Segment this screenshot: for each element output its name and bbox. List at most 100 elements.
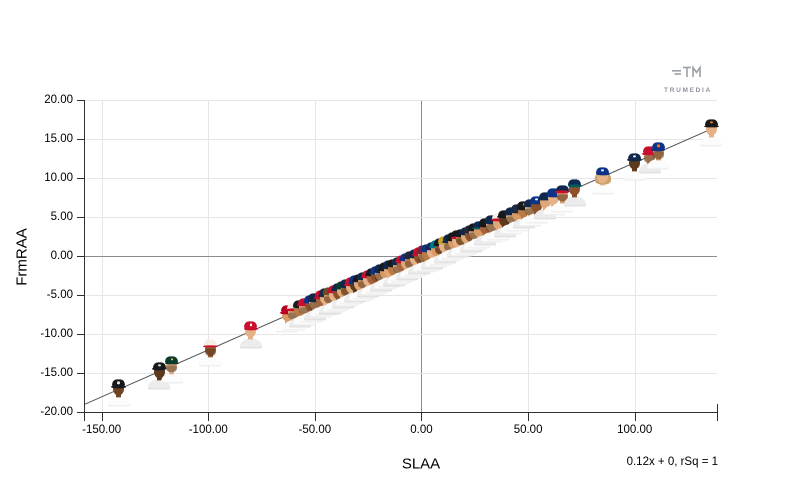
player-cap-brim [243,327,259,331]
player-cap-brim [595,172,610,176]
player-cap-brim [523,204,538,208]
player-cap-logo [157,363,161,367]
player-jersey [623,170,646,181]
x-tick-mark [421,413,423,421]
player-cap [538,192,552,200]
x-tick-label: 0.00 [410,424,433,436]
player-cap-brim [529,201,544,205]
player-face [524,201,536,215]
player-cap-logo [710,121,713,124]
player-cap-brim [471,227,487,230]
player-beard [418,254,430,263]
player-face [556,187,568,201]
y-tick-label: -10.00 [40,328,73,341]
player-cap-brim [704,124,719,128]
player-cap-brim [484,221,500,225]
player-face [539,195,551,209]
player-point[interactable] [551,184,574,212]
player-cap-logo [633,155,637,158]
y-gridline [85,334,717,336]
player-beard [288,311,300,320]
player-cap [568,179,582,187]
player-face [281,308,293,322]
y-tick-mark [77,412,85,414]
player-face [245,324,257,338]
player-point[interactable] [623,152,646,181]
y-gridline [85,178,717,180]
player-point[interactable] [107,379,130,407]
player-cap-brim [516,207,531,211]
x-axis-line [85,412,718,413]
player-beard [443,243,455,252]
y-tick-mark [77,373,85,375]
player-face [479,221,491,235]
player-face [597,170,609,184]
player-beard [204,348,216,356]
y-tick-label: -5.00 [46,289,73,302]
y-tick-label: 10.00 [44,172,73,185]
player-face [652,145,664,159]
player-cap-brim [497,215,512,219]
player-face [499,213,511,227]
x-axis-end-tick [717,404,718,421]
y-gridline [85,217,717,219]
player-cap-brim [491,218,506,222]
player-cap-brim [627,158,642,162]
y-tick-label: 0.00 [50,250,73,263]
player-face [531,199,543,213]
player-face [298,301,310,315]
player-face [153,364,165,378]
x-tick-label: 100.00 [617,424,653,436]
player-point[interactable] [148,361,171,389]
y-tick-mark [77,178,85,180]
y-tick-label: 5.00 [50,211,73,224]
player-face [492,215,504,229]
player-face [166,359,178,373]
player-jersey [107,396,130,407]
y-tick-mark [77,256,85,258]
player-face [644,149,656,163]
player-beard [358,280,370,289]
y-gridline [85,295,717,297]
player-point[interactable] [239,321,262,349]
x-tick-mark [208,413,210,421]
y-gridline [85,100,717,102]
y-tick-mark [77,295,85,297]
y-tick-label: 20.00 [44,94,73,107]
x-tick-mark [101,413,103,421]
x-tick-label: -100.00 [188,424,228,436]
player-beard [644,155,656,163]
player-point[interactable] [199,338,222,367]
x-tick-mark [528,413,530,421]
y-tick-label: -15.00 [40,367,73,380]
player-cap-brim [151,367,167,371]
y-tick-label: -20.00 [40,406,73,419]
player-beard [166,365,178,373]
y-tick-mark [77,334,85,336]
player-jersey [160,373,183,384]
player-beard [524,207,536,216]
player-cap-brim [537,197,553,201]
player-cap-brim [111,385,126,389]
player-cap-brim [296,303,312,307]
player-face [473,224,485,238]
player-point[interactable] [647,142,670,170]
player-jersey [647,159,670,170]
player-point[interactable] [563,178,586,207]
player-point[interactable] [160,355,183,384]
player-beard [324,295,336,304]
player-cap-brim [650,148,666,152]
player-face [518,204,530,218]
player-cap-logo [656,144,660,148]
player-beard [486,224,498,233]
trumedia-logo-mark [672,64,701,77]
player-point[interactable] [591,166,614,195]
player-point[interactable] [700,118,723,147]
y-tick-mark [77,139,85,141]
y-tick-mark [77,217,85,219]
player-cap-brim [642,152,657,155]
x-tick-label: -50.00 [298,424,332,436]
player-face [629,156,641,170]
player-jersey [591,184,614,195]
